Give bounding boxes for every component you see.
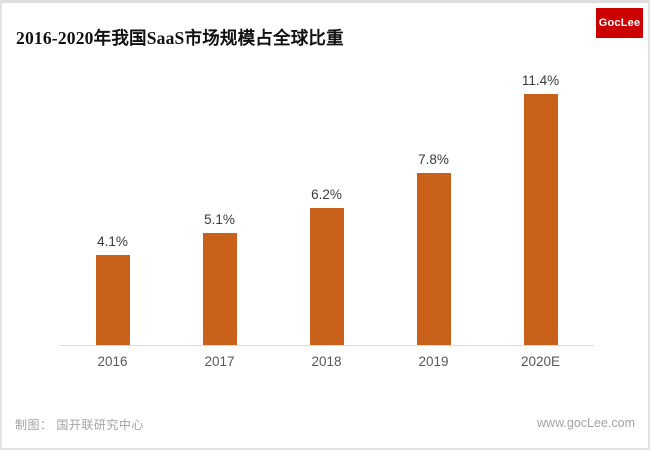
- bar-2017: [202, 233, 237, 345]
- bar-2019: [416, 173, 451, 345]
- bar-2020E: [523, 94, 558, 345]
- value-label-2018: 6.2%: [311, 187, 342, 202]
- x-axis-line: [59, 345, 594, 346]
- bar-chart-plot-area: 4.1% 2016 5.1% 2017 6.2% 2018 7.8% 2019 11.4% 202…: [2, 3, 648, 448]
- category-label-2020E: 2020E: [520, 354, 561, 369]
- bar-2018: [309, 208, 344, 345]
- category-label-2018: 2018: [311, 354, 342, 369]
- bar-2016: [95, 255, 130, 345]
- value-label-2017: 5.1%: [204, 212, 235, 227]
- value-label-2020E: 11.4%: [521, 73, 560, 88]
- category-label-2019: 2019: [418, 354, 449, 369]
- chart-credit-text: 制图： 国开联研究中心: [15, 418, 144, 432]
- category-label-2016: 2016: [97, 354, 128, 369]
- value-label-2019: 7.8%: [418, 152, 449, 167]
- category-label-2017: 2017: [204, 354, 235, 369]
- goclee-logo: GocLee: [596, 8, 643, 38]
- website-text: www.gocLee.com: [537, 416, 635, 430]
- chart-title: 2016-2020年我国SaaS市场规模占全球比重: [16, 28, 344, 48]
- value-label-2016: 4.1%: [97, 234, 128, 249]
